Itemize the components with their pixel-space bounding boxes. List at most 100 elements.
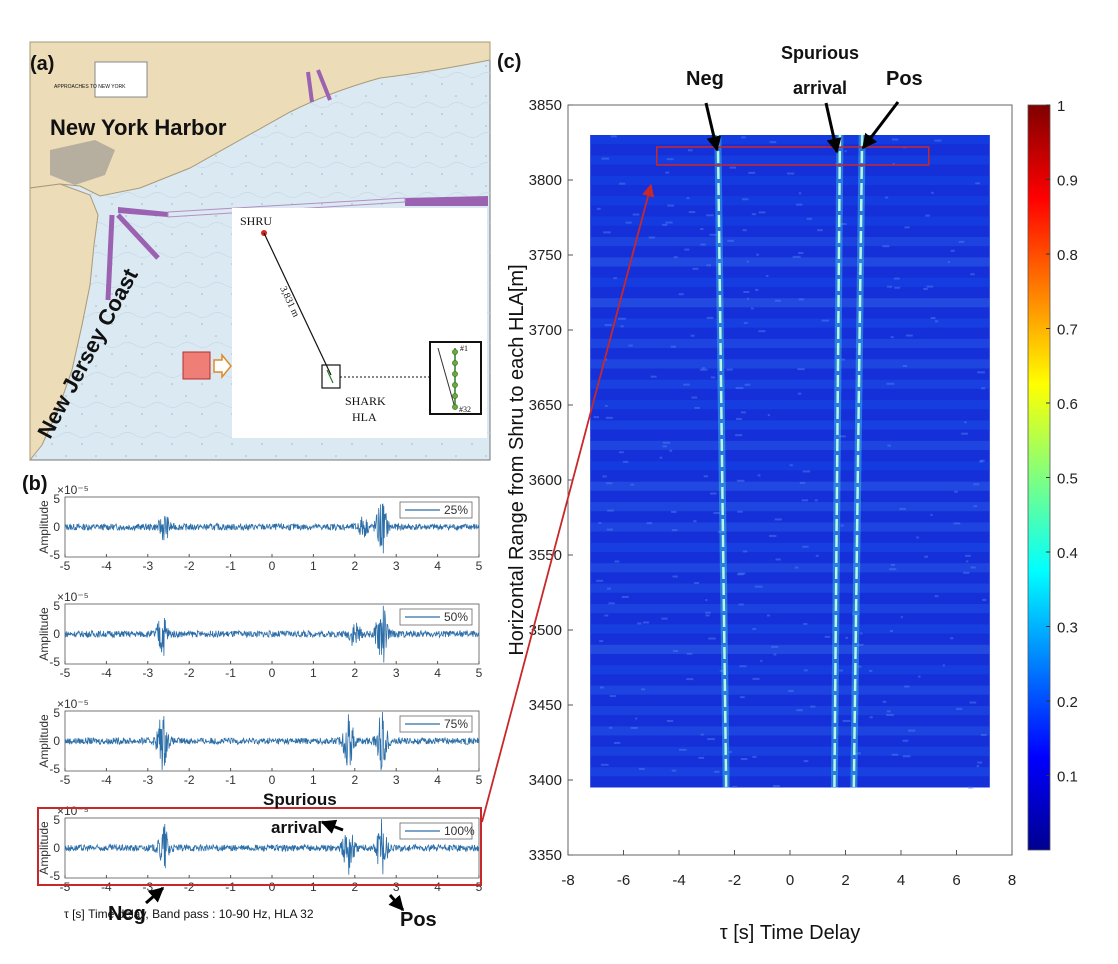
heatmap-speckle (667, 204, 675, 207)
heatmap-speckle (891, 138, 899, 141)
x-tick-label: -2 (184, 559, 195, 573)
shru-label: SHRU (240, 214, 272, 228)
heatmap-speckle (973, 505, 978, 508)
heatmap-speckle (737, 510, 743, 513)
y-tick-label: -5 (49, 548, 60, 562)
heatmap-speckle (963, 571, 970, 574)
heatmap-speckle (746, 260, 750, 263)
heatmap-speckle (982, 598, 987, 601)
heatmap-speckle (719, 669, 727, 672)
heatmap-speckle (686, 652, 693, 655)
heatmap-y-tick-label: 3650 (529, 397, 562, 414)
x-tick-label: 2 (351, 666, 358, 680)
heatmap-speckle (710, 376, 716, 379)
heatmap-speckle (743, 321, 748, 324)
x-tick-label: -5 (60, 559, 71, 573)
x-tick-label: 0 (269, 666, 276, 680)
heatmap-speckle (662, 441, 671, 444)
heatmap-speckle (934, 320, 939, 323)
x-tick-label: 0 (269, 880, 276, 894)
heatmap-speckle (598, 522, 602, 525)
heatmap-speckle (902, 364, 908, 367)
panel-c-neg-arrow (704, 102, 722, 152)
heatmap-row-band (590, 338, 990, 349)
heatmap-speckle (765, 274, 769, 277)
heatmap-speckle (604, 614, 609, 617)
panel-b-neg-label: Neg (108, 903, 146, 925)
legend-label: 100% (444, 824, 475, 838)
x-tick-label: 5 (476, 773, 483, 787)
heatmap-y-tick-label: 3500 (529, 622, 562, 639)
heatmap-speckle (732, 785, 738, 788)
heatmap-speckle (857, 643, 864, 646)
heatmap-speckle (923, 287, 928, 290)
heatmap-speckle (769, 534, 777, 537)
heatmap-row-band (590, 277, 990, 287)
heatmap-speckle (713, 512, 720, 515)
heatmap-speckle (796, 709, 803, 712)
heatmap-speckle (632, 213, 640, 216)
heatmap-background (590, 135, 990, 788)
heatmap-speckle (950, 249, 955, 252)
heatmap-speckle (670, 345, 676, 348)
heatmap-speckle (684, 248, 690, 251)
heatmap-speckle (678, 293, 684, 296)
heatmap-speckle (710, 492, 717, 495)
heatmap-speckle (979, 460, 983, 463)
x-tick-label: -3 (142, 880, 153, 894)
channel-north-1 (306, 71, 314, 103)
heatmap-speckle (729, 166, 737, 169)
y-axis-label: Amplitude (37, 821, 51, 875)
heatmap-speckle (760, 659, 763, 662)
arrival-line (833, 134, 842, 788)
heatmap-speckle (772, 785, 780, 788)
hla-last-label: #32 (459, 405, 471, 414)
heatmap-speckle (673, 650, 679, 653)
heatmap-speckle (882, 700, 887, 703)
heatmap-speckle (671, 529, 678, 532)
heatmap-speckle (638, 767, 645, 770)
heatmap-speckle (740, 411, 746, 414)
study-area-marker (182, 351, 211, 380)
panel-c-spurious-line1: Spurious (781, 43, 859, 63)
panel-c-heatmap: (c) -8 -6 -4 -2 0 2 4 6 8 3350 3400 3450 3500 3550 360… (481, 43, 1078, 944)
heatmap-speckle (767, 414, 770, 417)
heatmap-speckle (622, 460, 629, 463)
x-tick-label: -5 (60, 880, 71, 894)
heatmap-speckle (735, 417, 742, 420)
legend-label: 25% (444, 503, 468, 517)
heatmap-speckle (604, 358, 608, 361)
heatmap-speckle (869, 716, 873, 719)
heatmap-speckle (758, 330, 766, 333)
hla-element-dot (452, 404, 458, 410)
heatmap-speckle (619, 182, 626, 185)
heatmap-speckle (899, 507, 906, 510)
x-tick-label: -3 (142, 773, 153, 787)
heatmap-row-band (590, 379, 990, 389)
heatmap-speckle (956, 707, 963, 710)
heatmap-speckle (803, 669, 808, 672)
y-exponent-label: ×10⁻⁵ (57, 590, 89, 604)
heatmap-speckle (797, 368, 805, 371)
colorbar-tick-label: 0.7 (1057, 322, 1078, 339)
heatmap-speckle (802, 470, 811, 473)
heatmap-speckle (665, 221, 673, 224)
heatmap-row-band (590, 481, 990, 491)
heatmap-speckle (838, 435, 846, 438)
waveform-series (64, 503, 480, 554)
heatmap-speckle (735, 387, 744, 390)
heatmap-speckle (706, 214, 714, 217)
heatmap-row-band (590, 502, 990, 512)
heatmap-speckle (844, 150, 847, 153)
heatmap-speckle (706, 316, 714, 319)
heatmap-speckle (904, 685, 910, 688)
heatmap-speckle (794, 566, 799, 569)
heatmap-speckle (814, 499, 818, 502)
heatmap-speckle (728, 750, 732, 753)
colorbar-tick-label: 1 (1057, 98, 1065, 115)
heatmap-x-tick-label: 6 (952, 872, 960, 889)
heatmap-speckle (838, 669, 843, 672)
heatmap-speckle (687, 149, 693, 152)
heatmap-speckle (934, 595, 939, 598)
